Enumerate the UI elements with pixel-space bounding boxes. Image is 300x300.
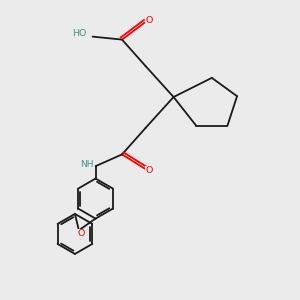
Text: HO: HO: [72, 29, 87, 38]
Text: NH: NH: [81, 160, 94, 169]
Text: O: O: [146, 16, 153, 25]
Text: O: O: [146, 166, 153, 175]
Text: O: O: [77, 229, 85, 238]
